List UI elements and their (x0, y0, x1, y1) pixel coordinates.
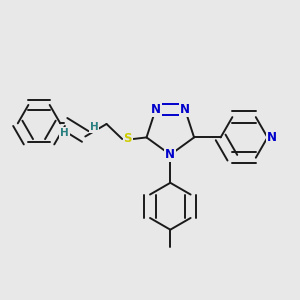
Text: N: N (267, 131, 277, 144)
Text: S: S (124, 133, 132, 146)
Text: N: N (151, 103, 160, 116)
Text: N: N (165, 148, 175, 161)
Text: N: N (180, 103, 190, 116)
Text: H: H (90, 122, 98, 132)
Text: H: H (60, 128, 69, 138)
